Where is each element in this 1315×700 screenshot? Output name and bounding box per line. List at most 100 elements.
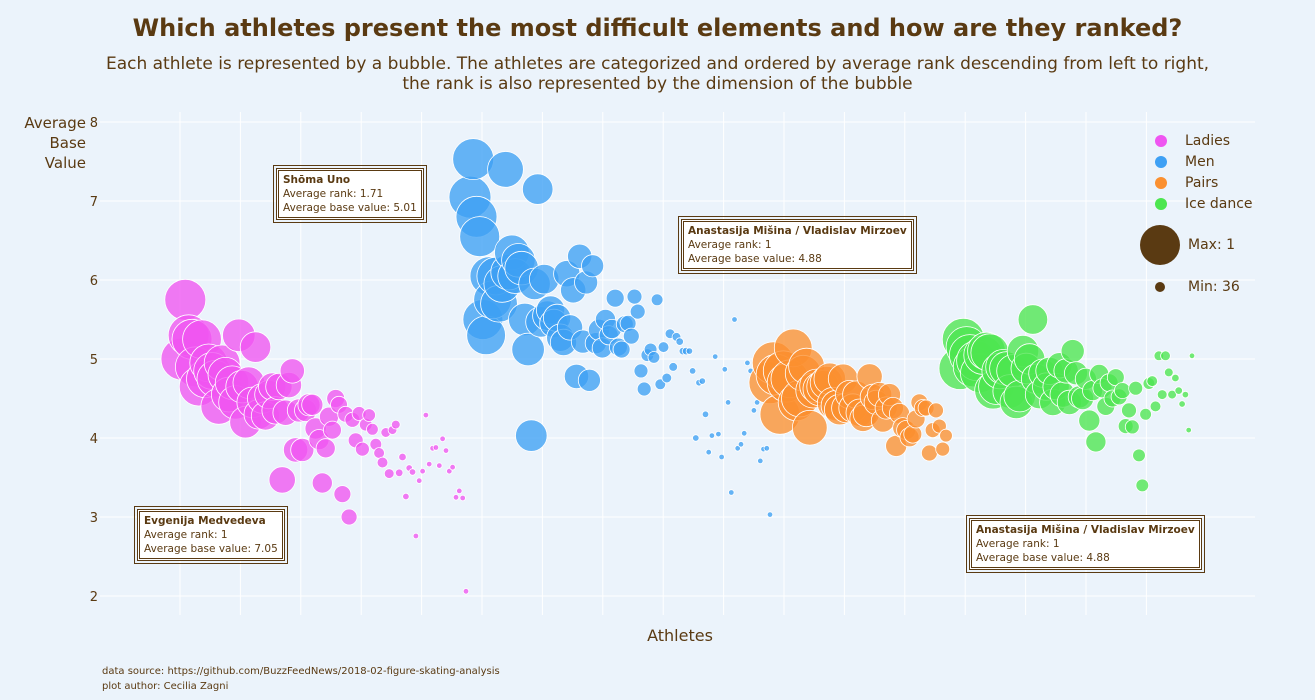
bubble-ladies[interactable] bbox=[268, 466, 296, 494]
bubble-men[interactable] bbox=[511, 332, 545, 367]
bubble-ladies[interactable] bbox=[376, 456, 389, 469]
bubble-ladies[interactable] bbox=[422, 411, 430, 419]
bubble-men[interactable] bbox=[718, 453, 725, 461]
bubble-ladies[interactable] bbox=[439, 435, 446, 442]
bubble-ladies[interactable] bbox=[402, 492, 410, 501]
bubble-ladies[interactable] bbox=[340, 508, 358, 526]
bubble-pairs[interactable] bbox=[791, 409, 828, 446]
bubble-ice-dance[interactable] bbox=[1114, 382, 1131, 400]
bubble-ladies[interactable] bbox=[301, 393, 324, 416]
bubble-men[interactable] bbox=[668, 362, 678, 372]
bubble-ladies[interactable] bbox=[449, 464, 456, 471]
bubble-men[interactable] bbox=[577, 368, 601, 392]
bubble-men[interactable] bbox=[452, 138, 495, 181]
bubble-ladies[interactable] bbox=[333, 485, 352, 504]
bubble-men[interactable] bbox=[766, 511, 774, 518]
bubble-ice-dance[interactable] bbox=[1085, 431, 1107, 453]
bubble-ladies[interactable] bbox=[416, 477, 423, 484]
bubble-ladies[interactable] bbox=[390, 419, 401, 430]
bubble-ice-dance[interactable] bbox=[1171, 373, 1180, 383]
bubble-men[interactable] bbox=[712, 353, 719, 360]
bubble-ice-dance[interactable] bbox=[1164, 367, 1174, 378]
bubble-pairs[interactable] bbox=[921, 444, 938, 462]
bubble-men[interactable] bbox=[715, 430, 722, 438]
bubble-ladies[interactable] bbox=[398, 452, 407, 462]
bubble-ladies[interactable] bbox=[446, 468, 453, 475]
bubble-ice-dance[interactable] bbox=[1132, 448, 1146, 463]
bubble-men[interactable] bbox=[698, 377, 706, 385]
bubble-men[interactable] bbox=[708, 432, 716, 439]
bubble-men[interactable] bbox=[750, 407, 758, 414]
bubble-ice-dance[interactable] bbox=[1149, 400, 1162, 413]
bubble-ice-dance[interactable] bbox=[1178, 400, 1186, 408]
bubble-ladies[interactable] bbox=[354, 441, 370, 457]
bubble-men[interactable] bbox=[515, 419, 548, 452]
bubble-ladies[interactable] bbox=[383, 468, 395, 479]
bubble-ladies[interactable] bbox=[452, 494, 460, 501]
bubble-men[interactable] bbox=[633, 363, 649, 379]
bubble-men[interactable] bbox=[721, 366, 728, 373]
bubble-ladies[interactable] bbox=[164, 278, 207, 321]
bubble-men[interactable] bbox=[685, 347, 694, 355]
bubble-ice-dance[interactable] bbox=[1146, 375, 1158, 387]
bubble-ladies[interactable] bbox=[395, 468, 404, 477]
bubble-ladies[interactable] bbox=[436, 462, 443, 469]
bubble-men[interactable] bbox=[705, 449, 712, 456]
bubble-ladies[interactable] bbox=[322, 420, 342, 440]
bubble-men[interactable] bbox=[734, 445, 741, 452]
bubble-men[interactable] bbox=[657, 341, 670, 353]
bubble-pairs[interactable] bbox=[939, 428, 953, 443]
bubble-ladies[interactable] bbox=[412, 532, 420, 540]
bubble-men[interactable] bbox=[605, 288, 625, 308]
bubble-men[interactable] bbox=[626, 288, 643, 305]
bubble-ice-dance[interactable] bbox=[1121, 402, 1137, 419]
bubble-men[interactable] bbox=[701, 410, 710, 418]
bubble-ice-dance[interactable] bbox=[1078, 409, 1101, 432]
bubble-men[interactable] bbox=[522, 173, 554, 205]
bubble-men[interactable] bbox=[675, 337, 684, 346]
bubble-men[interactable] bbox=[650, 293, 664, 307]
bubble-ladies[interactable] bbox=[408, 468, 417, 476]
bubble-ice-dance[interactable] bbox=[1017, 304, 1049, 335]
bubble-ladies[interactable] bbox=[459, 494, 466, 502]
bubble-ice-dance[interactable] bbox=[1185, 426, 1192, 434]
bubble-men[interactable] bbox=[741, 430, 748, 437]
bubble-men[interactable] bbox=[636, 381, 652, 397]
bubble-ice-dance[interactable] bbox=[1181, 390, 1190, 399]
bubble-ladies[interactable] bbox=[426, 460, 433, 468]
bubble-ladies[interactable] bbox=[419, 468, 426, 475]
bubble-men[interactable] bbox=[737, 441, 745, 448]
bubble-men[interactable] bbox=[688, 367, 697, 375]
bubble-ladies[interactable] bbox=[432, 444, 440, 451]
bubble-ladies[interactable] bbox=[362, 408, 376, 422]
bubble-ladies[interactable] bbox=[366, 422, 379, 436]
bubble-men[interactable] bbox=[629, 303, 646, 320]
bubble-men[interactable] bbox=[661, 372, 673, 384]
bubble-ladies[interactable] bbox=[279, 358, 305, 384]
legend-item-men[interactable]: Men bbox=[1150, 151, 1253, 172]
bubble-ice-dance[interactable] bbox=[1128, 380, 1144, 396]
bubble-men[interactable] bbox=[757, 457, 764, 465]
bubble-ice-dance[interactable] bbox=[1167, 389, 1177, 400]
bubble-men[interactable] bbox=[692, 434, 700, 442]
bubble-ice-dance[interactable] bbox=[1139, 407, 1152, 421]
bubble-ice-dance[interactable] bbox=[1174, 386, 1183, 395]
bubble-men[interactable] bbox=[622, 327, 640, 345]
legend-item-ice-dance[interactable]: Ice dance bbox=[1150, 193, 1253, 214]
bubble-pairs[interactable] bbox=[928, 402, 944, 419]
legend-item-ladies[interactable]: Ladies bbox=[1150, 130, 1253, 151]
bubble-ice-dance[interactable] bbox=[1156, 389, 1168, 400]
bubble-men[interactable] bbox=[487, 151, 524, 188]
bubble-men[interactable] bbox=[724, 399, 732, 406]
bubble-ladies[interactable] bbox=[442, 447, 450, 454]
bubble-men[interactable] bbox=[728, 489, 735, 496]
bubble-ladies[interactable] bbox=[239, 331, 272, 363]
bubble-ladies[interactable] bbox=[456, 487, 463, 495]
bubble-ladies[interactable] bbox=[315, 438, 336, 459]
bubble-men[interactable] bbox=[731, 316, 738, 323]
bubble-ice-dance[interactable] bbox=[1188, 352, 1196, 359]
bubble-ice-dance[interactable] bbox=[1135, 478, 1150, 493]
bubble-ladies[interactable] bbox=[311, 472, 333, 494]
bubble-ladies[interactable] bbox=[462, 588, 470, 595]
bubble-pairs[interactable] bbox=[935, 441, 951, 457]
